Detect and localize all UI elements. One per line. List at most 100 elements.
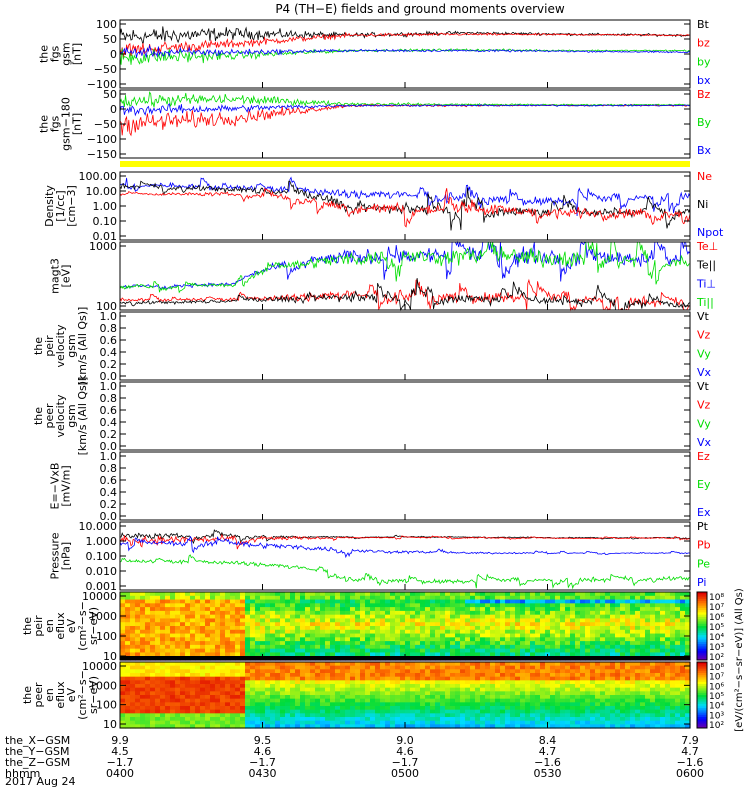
heatmap-cell <box>270 720 276 725</box>
heatmap-cell <box>400 676 406 681</box>
heatmap-cell <box>370 610 376 616</box>
heatmap-cell <box>575 709 581 714</box>
heatmap-cell <box>345 698 351 703</box>
heatmap-cell <box>550 720 556 725</box>
heatmap-cell <box>400 595 406 601</box>
heatmap-cell <box>405 610 411 616</box>
heatmap-cell <box>300 599 306 604</box>
heatmap-cell <box>610 603 616 608</box>
heatmap-cell <box>290 669 296 674</box>
heatmap-cell <box>470 687 476 692</box>
heatmap-cell <box>345 626 351 631</box>
heatmap-cell <box>610 648 616 654</box>
heatmap-cell <box>595 637 601 642</box>
heatmap-cell <box>455 592 461 597</box>
heatmap-cell <box>675 637 681 642</box>
heatmap-cell <box>140 662 146 667</box>
heatmap-cell <box>525 626 531 631</box>
heatmap-cell <box>420 669 426 674</box>
heatmap-cell <box>155 622 161 627</box>
heatmap-cell <box>185 687 191 692</box>
heatmap-cell <box>180 709 186 714</box>
heatmap-cell <box>575 614 581 620</box>
heatmap-cell <box>195 720 201 725</box>
heatmap-cell <box>275 706 281 711</box>
heatmap-cell <box>480 618 486 623</box>
heatmap-cell <box>350 603 356 608</box>
heatmap-cell <box>590 637 596 642</box>
heatmap-cell <box>280 702 286 707</box>
heatmap-cell <box>435 641 441 646</box>
heatmap-cell <box>620 633 626 638</box>
heatmap-cell <box>135 673 141 678</box>
heatmap-cell <box>535 637 541 642</box>
heatmap-cell <box>625 614 631 620</box>
heatmap-cell <box>370 717 376 722</box>
heatmap-cell <box>430 724 436 729</box>
heatmap-cell <box>640 691 646 696</box>
heatmap-cell <box>430 599 436 604</box>
heatmap-cell <box>585 592 591 597</box>
heatmap-cell <box>195 684 201 689</box>
heatmap-cell <box>635 607 641 612</box>
heatmap-cell <box>480 673 486 678</box>
heatmap-cell <box>425 641 431 646</box>
heatmap-cell <box>130 673 136 678</box>
heatmap-cell <box>305 592 311 597</box>
heatmap-cell <box>390 592 396 597</box>
heatmap-cell <box>385 614 391 620</box>
heatmap-cell <box>280 603 286 608</box>
heatmap-cell <box>685 595 691 601</box>
heatmap-cell <box>165 633 171 638</box>
heatmap-cell <box>490 614 496 620</box>
heatmap-cell <box>490 592 496 597</box>
heatmap-cell <box>585 614 591 620</box>
heatmap-cell <box>525 676 531 681</box>
heatmap-cell <box>205 720 211 725</box>
heatmap-cell <box>290 662 296 667</box>
heatmap-cell <box>415 644 421 650</box>
heatmap-cell <box>365 652 371 657</box>
heatmap-cell <box>285 622 291 627</box>
heatmap-cell <box>510 724 516 729</box>
heatmap-cell <box>615 648 621 654</box>
heatmap-cell <box>310 720 316 725</box>
heatmap-cell <box>520 676 526 681</box>
heatmap-cell <box>510 687 516 692</box>
heatmap-cell <box>560 603 566 608</box>
heatmap-cell <box>235 724 241 729</box>
heatmap-cell <box>595 673 601 678</box>
heatmap-cell <box>565 669 571 674</box>
heatmap-cell <box>585 684 591 689</box>
heatmap-cell <box>665 691 671 696</box>
heatmap-cell <box>375 592 381 597</box>
heatmap-cell <box>445 687 451 692</box>
heatmap-cell <box>680 709 686 714</box>
heatmap-cell <box>315 641 321 646</box>
heatmap-cell <box>560 720 566 725</box>
heatmap-cell <box>260 717 266 722</box>
colorbar-tick-label: 10⁸ <box>709 593 724 603</box>
heatmap-cell <box>210 662 216 667</box>
heatmap-cell <box>165 648 171 654</box>
heatmap-cell <box>680 720 686 725</box>
heatmap-cell <box>555 592 561 597</box>
heatmap-cell <box>505 724 511 729</box>
heatmap-cell <box>660 691 666 696</box>
heatmap-cell <box>580 599 586 604</box>
heatmap-cell <box>230 709 236 714</box>
heatmap-cell <box>645 610 651 616</box>
heatmap-cell <box>125 629 131 635</box>
heatmap-cell <box>470 633 476 638</box>
heatmap-cell <box>510 665 516 670</box>
heatmap-cell <box>310 706 316 711</box>
heatmap-cell <box>540 637 546 642</box>
heatmap-cell <box>525 603 531 608</box>
heatmap-cell <box>425 713 431 718</box>
heatmap-cell <box>435 713 441 718</box>
heatmap-cell <box>630 618 636 623</box>
heatmap-cell <box>455 669 461 674</box>
heatmap-cell <box>390 665 396 670</box>
heatmap-cell <box>555 610 561 616</box>
heatmap-cell <box>215 717 221 722</box>
